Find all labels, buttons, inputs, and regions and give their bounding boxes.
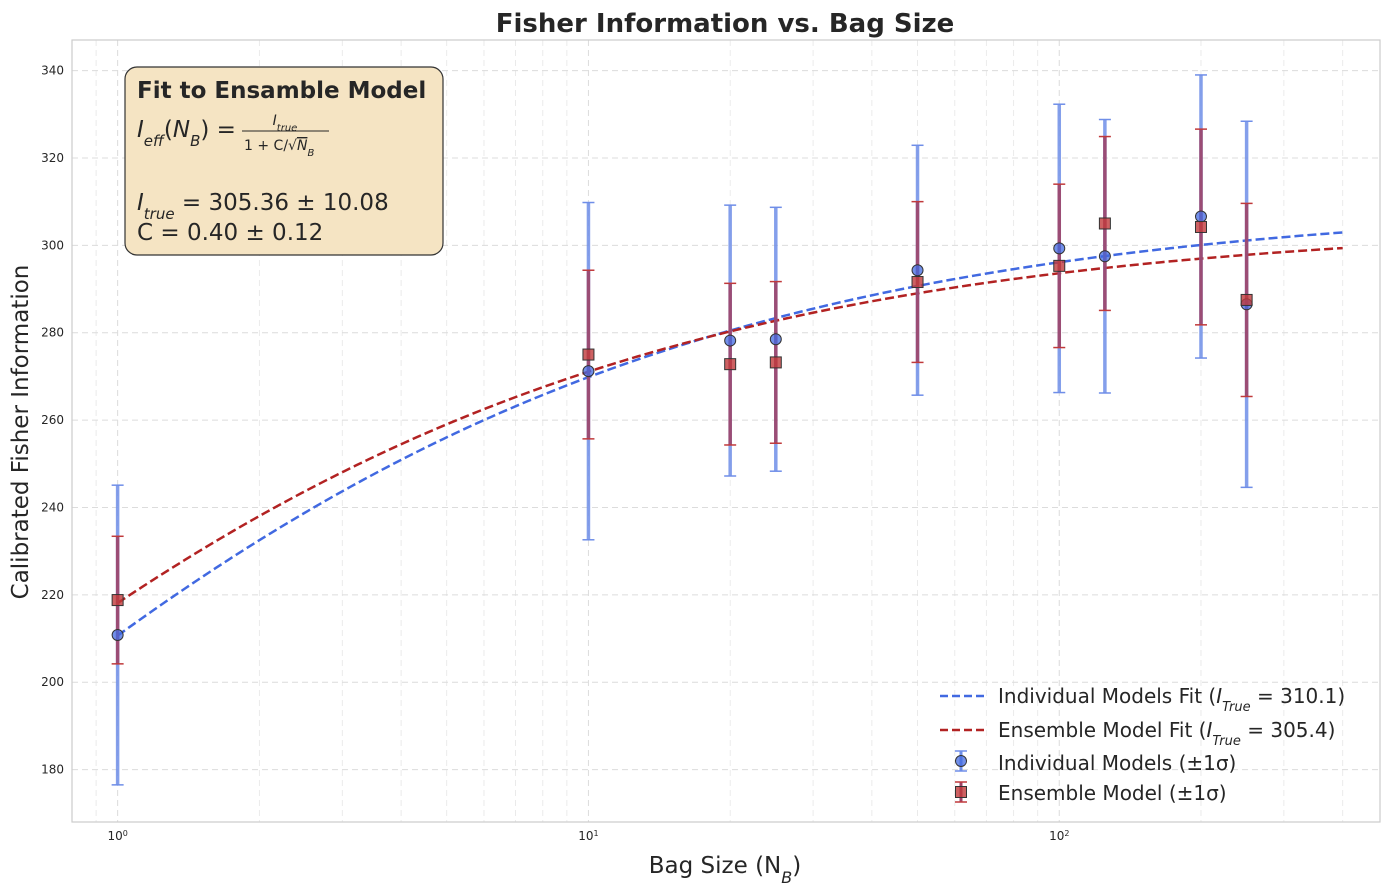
x-axis-ticks: 100 101 102 (107, 829, 1069, 844)
y-tick-label: 240 (41, 500, 64, 514)
y-tick-label: 220 (41, 588, 64, 602)
formula-lhs-symbol: I (137, 117, 144, 143)
y-tick-label: 300 (41, 238, 64, 252)
individual-point (1194, 210, 1207, 223)
itrue-symbol: I (137, 190, 144, 216)
y-tick-label: 340 (41, 64, 64, 78)
legend-fit1-subscript: True (1222, 700, 1251, 715)
legend-fit1-symbol: I (1216, 684, 1222, 708)
formula-lhs-subscript: eff (144, 132, 166, 150)
formula-numerator: Itrue (273, 113, 298, 134)
formula-arg-subscript: B (190, 132, 200, 150)
x-axis-label-subscript: B (781, 868, 792, 887)
x-axis-label-text: Bag Size (N (649, 853, 782, 879)
x-tick-label: 102 (1049, 829, 1069, 844)
itrue-subscript: true (144, 205, 175, 223)
chart-title: Fisher Information vs. Bag Size (496, 9, 955, 39)
formula-den-symbol: N (297, 138, 308, 154)
y-tick-label: 180 (41, 763, 64, 777)
ensemble-point (724, 358, 737, 371)
formula-num-subscript: true (277, 123, 298, 134)
legend-fit2-prefix: Ensemble Model Fit ( (998, 718, 1206, 742)
y-axis-label: Calibrated Fisher Information (8, 265, 34, 600)
formula-denominator: 1 + C/√NB (244, 138, 314, 159)
legend-fit1-prefix: Individual Models Fit ( (998, 684, 1216, 708)
y-tick-label: 320 (41, 151, 64, 165)
individual-point (911, 264, 924, 277)
individual-point (1098, 250, 1111, 263)
legend-fit1-value: = 310.1) (1251, 684, 1346, 708)
legend-individual-marker (955, 750, 967, 772)
individual-point (111, 629, 124, 642)
itrue-value: = 305.36 ± 10.08 (175, 190, 389, 216)
ensemble-point (582, 348, 595, 361)
legend-ensemble-marker (955, 781, 967, 803)
annotation-box (124, 66, 444, 256)
annotation-itrue: Itrue = 305.36 ± 10.08 (137, 190, 389, 223)
ensemble-point (1053, 259, 1066, 272)
ensemble-point (111, 594, 124, 607)
y-axis-ticks: 180 200 220 240 260 280 300 320 340 (41, 64, 64, 777)
ensemble-point (1098, 217, 1111, 230)
ensemble-point (1194, 220, 1207, 233)
ensemble-point (1240, 293, 1253, 306)
annotation-formula-lhs: Ieff(NB) = (137, 117, 236, 150)
individual-point (769, 333, 782, 346)
legend-ensemble-fit-label: Ensemble Model Fit (ITrue = 305.4) (998, 718, 1335, 749)
legend-fit2-value: = 305.4) (1241, 718, 1336, 742)
data-points (111, 210, 1253, 642)
legend-fit2-symbol: I (1206, 718, 1212, 742)
formula-den-subscript: B (307, 148, 314, 159)
individual-point (582, 365, 595, 378)
formula-arg: N (173, 117, 190, 143)
annotation-title: Fit to Ensamble Model (137, 78, 426, 104)
fit-annotation: Fit to Ensamble Model Ieff(NB) = Itrue 1… (124, 66, 444, 256)
y-tick-label: 280 (41, 326, 64, 340)
ensemble-point (769, 356, 782, 369)
y-tick-label: 200 (41, 675, 64, 689)
ensemble-fit-curve (116, 246, 1343, 605)
annotation-c-value: C = 0.40 ± 0.12 (137, 220, 323, 246)
x-tick-label: 101 (578, 829, 598, 844)
legend-individual-fit-label: Individual Models Fit (ITrue = 310.1) (998, 684, 1345, 715)
plot-frame (71, 39, 1381, 823)
legend-fit2-subscript: True (1212, 734, 1241, 749)
ensemble-point (911, 276, 924, 289)
individual-point (724, 334, 737, 347)
formula-num-symbol: I (273, 113, 277, 129)
individual-point (1053, 242, 1066, 255)
legend: Individual Models Fit (ITrue = 310.1) En… (940, 684, 1345, 805)
fit-curves (116, 231, 1343, 637)
x-axis-label-close: ) (792, 853, 801, 879)
x-axis-label: Bag Size (NB) (649, 853, 801, 887)
legend-ensemble-label: Ensemble Model (±1σ) (998, 781, 1227, 805)
y-tick-label: 260 (41, 413, 64, 427)
formula-den-prefix: 1 + C/ (244, 138, 288, 154)
x-tick-label: 100 (107, 829, 127, 844)
legend-individual-label: Individual Models (±1σ) (998, 751, 1236, 775)
